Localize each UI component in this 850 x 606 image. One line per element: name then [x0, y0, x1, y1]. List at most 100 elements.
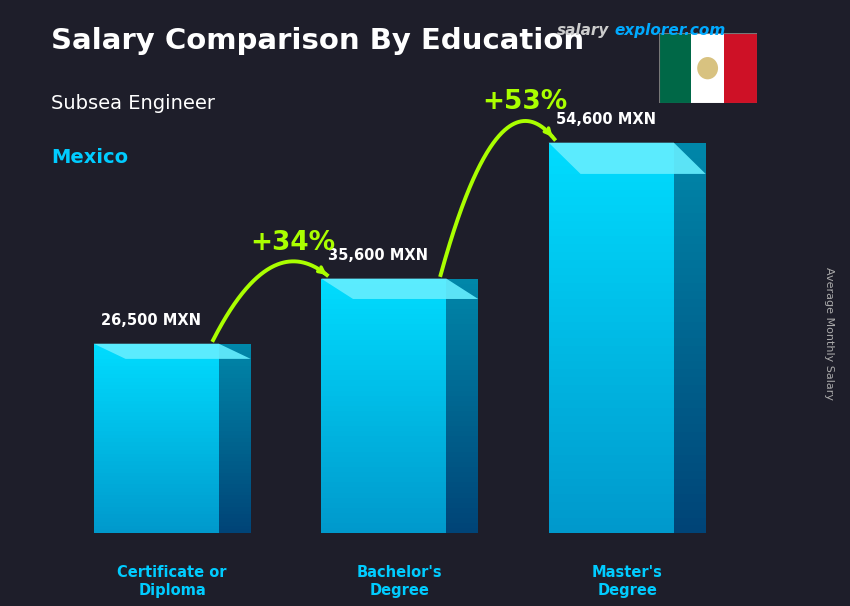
Polygon shape: [674, 221, 706, 228]
Bar: [94, 480, 218, 484]
Bar: [94, 458, 218, 461]
Polygon shape: [446, 421, 479, 426]
Polygon shape: [218, 480, 251, 484]
Polygon shape: [446, 324, 479, 330]
Polygon shape: [446, 508, 479, 513]
Polygon shape: [218, 514, 251, 518]
Polygon shape: [218, 499, 251, 503]
Bar: [94, 514, 218, 518]
Polygon shape: [674, 166, 706, 174]
Bar: [94, 454, 218, 458]
Polygon shape: [446, 467, 479, 472]
Bar: [549, 182, 674, 190]
Bar: [94, 397, 218, 401]
Polygon shape: [218, 518, 251, 522]
Bar: [321, 391, 446, 396]
Bar: [549, 268, 674, 276]
Bar: [94, 473, 218, 476]
Bar: [549, 260, 674, 268]
Bar: [94, 465, 218, 469]
Bar: [321, 324, 446, 330]
Polygon shape: [218, 431, 251, 435]
Bar: [549, 315, 674, 322]
Bar: [321, 472, 446, 478]
Polygon shape: [446, 426, 479, 431]
Polygon shape: [218, 530, 251, 533]
Polygon shape: [218, 525, 251, 530]
Polygon shape: [674, 330, 706, 338]
Bar: [321, 375, 446, 381]
Bar: [321, 452, 446, 457]
Polygon shape: [674, 190, 706, 198]
Polygon shape: [446, 462, 479, 467]
Bar: [321, 319, 446, 324]
Polygon shape: [218, 419, 251, 424]
Polygon shape: [446, 411, 479, 416]
Text: Average Monthly Salary: Average Monthly Salary: [824, 267, 834, 400]
Polygon shape: [674, 307, 706, 315]
Polygon shape: [674, 150, 706, 158]
Bar: [94, 522, 218, 525]
Polygon shape: [218, 454, 251, 458]
Polygon shape: [674, 205, 706, 213]
Bar: [549, 525, 674, 533]
Bar: [321, 482, 446, 487]
Bar: [94, 503, 218, 507]
Bar: [549, 369, 674, 377]
Bar: [94, 424, 218, 427]
Polygon shape: [446, 528, 479, 533]
Bar: [549, 408, 674, 416]
Bar: [94, 484, 218, 488]
Bar: [94, 408, 218, 412]
Bar: [94, 374, 218, 378]
Polygon shape: [446, 518, 479, 523]
Polygon shape: [218, 427, 251, 431]
Bar: [321, 401, 446, 406]
Polygon shape: [446, 493, 479, 498]
Bar: [549, 471, 674, 479]
Polygon shape: [446, 498, 479, 503]
Bar: [321, 528, 446, 533]
Polygon shape: [218, 367, 251, 370]
Bar: [549, 455, 674, 463]
Bar: [549, 487, 674, 494]
Bar: [549, 228, 674, 236]
Polygon shape: [218, 473, 251, 476]
Polygon shape: [674, 283, 706, 291]
Polygon shape: [674, 518, 706, 525]
Polygon shape: [218, 465, 251, 469]
Polygon shape: [218, 385, 251, 389]
Polygon shape: [446, 370, 479, 375]
Polygon shape: [446, 436, 479, 442]
Polygon shape: [674, 502, 706, 510]
Polygon shape: [446, 340, 479, 345]
Polygon shape: [218, 408, 251, 412]
Bar: [94, 419, 218, 424]
Polygon shape: [218, 397, 251, 401]
Bar: [321, 462, 446, 467]
Polygon shape: [218, 503, 251, 507]
Polygon shape: [674, 431, 706, 439]
Bar: [321, 467, 446, 472]
Polygon shape: [446, 457, 479, 462]
Polygon shape: [674, 455, 706, 463]
Bar: [321, 518, 446, 523]
Bar: [94, 525, 218, 530]
Polygon shape: [674, 487, 706, 494]
Bar: [94, 370, 218, 374]
Bar: [549, 401, 674, 408]
Bar: [94, 450, 218, 454]
Bar: [321, 478, 446, 482]
Polygon shape: [218, 484, 251, 488]
Polygon shape: [218, 469, 251, 473]
Bar: [549, 393, 674, 401]
Text: 54,600 MXN: 54,600 MXN: [556, 112, 655, 127]
Bar: [549, 416, 674, 424]
Bar: [321, 350, 446, 355]
Bar: [549, 479, 674, 487]
Polygon shape: [674, 353, 706, 361]
Bar: [549, 463, 674, 471]
Polygon shape: [674, 268, 706, 276]
Bar: [321, 513, 446, 518]
Bar: [321, 406, 446, 411]
